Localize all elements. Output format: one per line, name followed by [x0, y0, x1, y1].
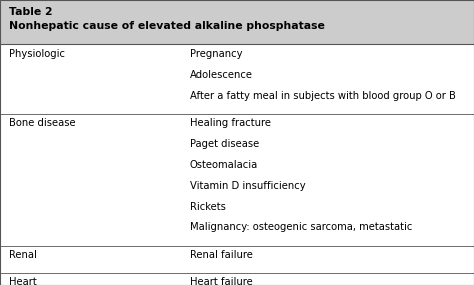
Text: Nonhepatic cause of elevated alkaline phosphatase: Nonhepatic cause of elevated alkaline ph…	[9, 21, 325, 31]
Text: Osteomalacia: Osteomalacia	[190, 160, 258, 170]
Text: Heart: Heart	[9, 277, 37, 285]
Text: Rickets: Rickets	[190, 201, 226, 211]
Text: Table 2: Table 2	[9, 7, 53, 17]
Text: Bone disease: Bone disease	[9, 118, 76, 128]
Text: Physiologic: Physiologic	[9, 49, 65, 59]
Text: Vitamin D insufficiency: Vitamin D insufficiency	[190, 181, 305, 191]
Text: After a fatty meal in subjects with blood group O or B: After a fatty meal in subjects with bloo…	[190, 91, 456, 101]
Text: Renal failure: Renal failure	[190, 250, 253, 260]
Text: Renal: Renal	[9, 250, 37, 260]
Text: Malignancy: osteogenic sarcoma, metastatic: Malignancy: osteogenic sarcoma, metastat…	[190, 222, 412, 232]
Text: Pregnancy: Pregnancy	[190, 49, 242, 59]
Text: Adolescence: Adolescence	[190, 70, 253, 80]
Text: Healing fracture: Healing fracture	[190, 118, 271, 128]
Text: Paget disease: Paget disease	[190, 139, 259, 149]
Bar	[0, 0, 474, 44]
Text: Heart failure: Heart failure	[190, 277, 252, 285]
